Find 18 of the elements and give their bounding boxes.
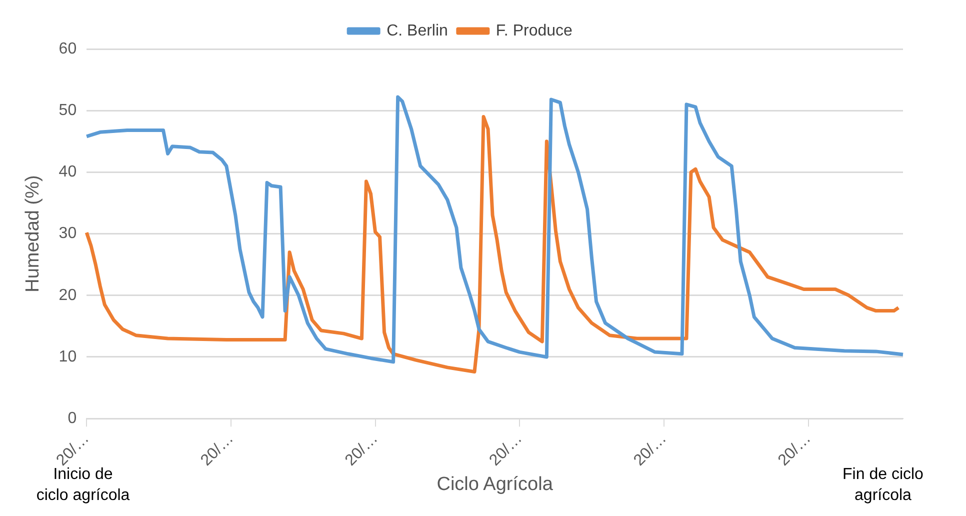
y-tick-label: 10 [58,348,77,366]
y-tick-label: 20 [58,286,77,304]
x-axis-title: Ciclo Agrícola [436,474,554,495]
y-tick-label: 50 [58,102,77,120]
y-tick-label: 40 [58,164,77,181]
y-axis-title: Humedad (%) [22,175,44,292]
y-tick-label: 0 [68,410,77,427]
legend-label: C. Berlin [386,22,448,40]
x-tick-label: 20/… [630,430,670,470]
x-tick-label: 20/… [486,430,526,470]
legend-label: F. Produce [496,22,573,40]
text: Fin de ciclo agrícola [842,466,924,504]
x-tick-label: 20/… [198,430,237,470]
y-tick-label: 30 [58,225,77,242]
y-tick-label: 60 [58,40,77,58]
x-tick-label: 20/… [775,430,814,470]
x-tick-label: 20/… [342,430,382,470]
text: Inicio de ciclo agrícola [35,466,131,506]
